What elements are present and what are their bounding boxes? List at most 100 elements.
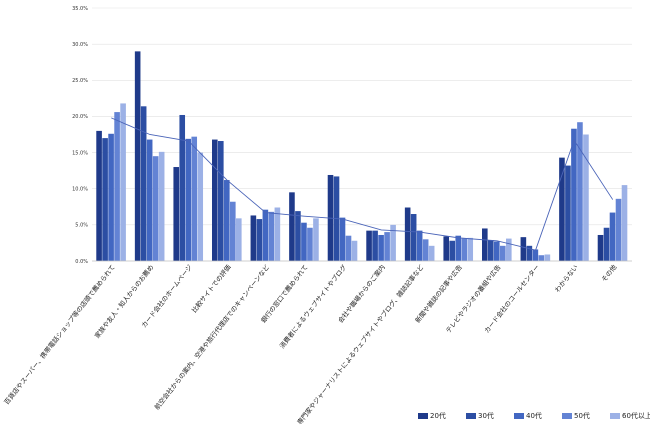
bar	[152, 156, 159, 261]
bar	[609, 212, 616, 261]
gridlines	[92, 7, 632, 226]
bar	[307, 227, 313, 261]
bar	[345, 235, 352, 261]
bar	[301, 222, 307, 261]
category-label: 消費者によるウェブサイトやブログ	[277, 262, 348, 350]
bar	[289, 192, 295, 261]
bar	[191, 136, 198, 261]
category-label: 専門家やジャーナリストによるウェブサイトやブログ、雑誌記事など	[295, 262, 426, 426]
bar	[250, 215, 257, 261]
legend-label: 40代	[526, 411, 542, 420]
bar	[390, 224, 396, 261]
bar	[621, 185, 628, 261]
bar	[185, 138, 192, 261]
bar	[494, 241, 500, 261]
bar	[366, 230, 372, 261]
legend-label: 30代	[478, 411, 494, 420]
bar	[488, 240, 494, 261]
bar	[577, 122, 583, 262]
bar	[482, 228, 488, 261]
bar	[179, 114, 186, 261]
bar	[455, 235, 462, 261]
bar	[565, 165, 571, 261]
bar	[236, 218, 242, 261]
legend-label: 20代	[430, 411, 446, 420]
bar	[559, 157, 565, 261]
bar	[102, 138, 108, 261]
legend-swatch	[514, 413, 524, 419]
bar	[467, 237, 474, 261]
total-line	[111, 117, 614, 251]
bar	[404, 207, 411, 261]
bar	[274, 207, 281, 261]
bar	[422, 239, 429, 261]
bar	[603, 227, 610, 261]
legend-swatch	[610, 413, 620, 419]
bar	[449, 240, 456, 261]
bar	[197, 152, 204, 261]
bar	[262, 209, 269, 261]
bar	[146, 139, 153, 261]
y-tick-label: 25.0%	[72, 78, 88, 84]
bar	[597, 234, 604, 261]
bar	[295, 211, 301, 261]
bar	[140, 106, 147, 261]
y-tick-label: 35.0%	[72, 6, 88, 12]
category-label: その他	[599, 262, 618, 283]
bar	[173, 167, 180, 261]
bar	[218, 141, 224, 261]
bar	[520, 237, 527, 261]
bar	[114, 112, 120, 261]
bar	[96, 130, 102, 261]
y-tick-label: 10.0%	[72, 187, 88, 193]
bar	[108, 133, 114, 261]
bar	[532, 249, 539, 261]
bar	[583, 134, 589, 261]
bar	[158, 151, 165, 261]
y-tick-label: 15.0%	[72, 150, 88, 156]
bar	[461, 238, 468, 261]
bar	[384, 232, 390, 261]
bar	[410, 214, 417, 261]
bar	[230, 201, 236, 261]
bar	[416, 230, 423, 261]
bar	[372, 230, 378, 261]
bar	[571, 128, 577, 261]
y-tick-label: 5.0%	[75, 223, 88, 229]
bar	[224, 180, 230, 261]
bar	[506, 238, 512, 261]
bar	[378, 234, 384, 261]
category-label: わからない	[553, 263, 579, 294]
bar	[526, 245, 533, 261]
bar	[339, 217, 346, 261]
bar	[134, 51, 141, 262]
legend-swatch	[466, 413, 476, 419]
legend-swatch	[562, 413, 572, 419]
bar	[351, 240, 358, 261]
category-label: 比較サイトでの評価	[189, 262, 232, 314]
bar	[538, 255, 545, 261]
bar	[268, 211, 275, 261]
total-line-path	[111, 117, 614, 251]
y-tick-label: 30.0%	[72, 42, 88, 48]
bar	[428, 245, 435, 261]
y-axis-ticks: 0.0% 5.0% 10.0% 15.0% 20.0% 25.0% 30.0% 35.0%	[72, 6, 88, 265]
legend: 20代30代40代50代60代以上全体	[418, 411, 650, 420]
bar	[313, 218, 319, 261]
bars	[96, 51, 628, 262]
category-labels: 百貨店やスーパー、携帯電話ショップ等の店頭で薦められて家族や友人・知人からのお薦…	[2, 262, 619, 426]
bar	[615, 198, 622, 261]
bar	[500, 245, 506, 261]
bar	[443, 236, 450, 261]
legend-label: 50代	[574, 411, 590, 420]
bar	[544, 254, 551, 261]
bar	[212, 139, 218, 261]
y-tick-label: 20.0%	[72, 114, 88, 120]
y-tick-label: 0.0%	[75, 259, 88, 265]
legend-label: 60代以上	[622, 411, 650, 420]
legend-swatch	[418, 413, 428, 419]
bar	[120, 103, 126, 261]
bar	[256, 219, 263, 261]
